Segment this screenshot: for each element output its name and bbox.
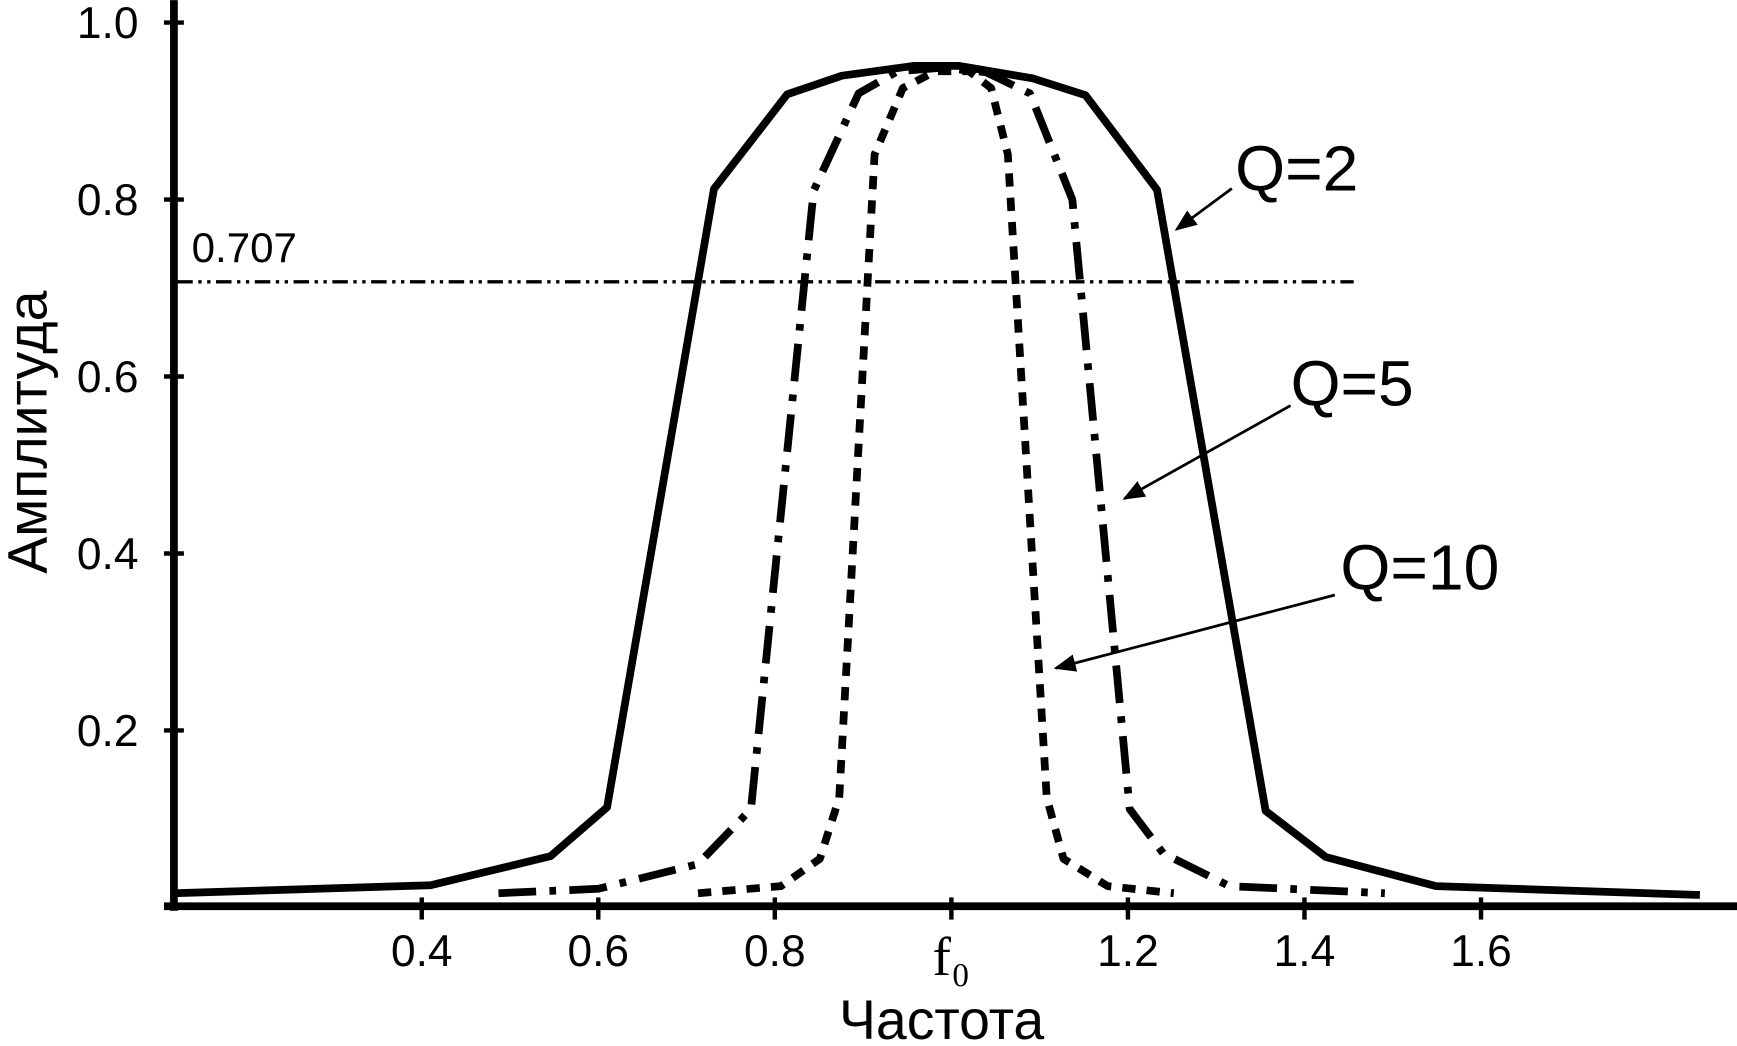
annotation-arrow [1174,187,1233,231]
x-axis-label: Частота [839,989,1044,1046]
annotation-arrow [1122,404,1292,500]
x-tick-label: 0.8 [744,927,806,976]
series-line [173,62,1701,899]
x-tick-label: 0.4 [391,927,453,976]
series-label: Q=2 [1235,133,1358,205]
y-tick-label: 0.6 [77,353,139,402]
x-tick-label: 1.2 [1097,927,1159,976]
x-tick-label: f₀ [933,926,971,987]
y-axis-label: Амплитуда [0,290,59,573]
x-tick-label: 1.6 [1450,927,1512,976]
x-tick-label: 1.4 [1274,927,1336,976]
annotation-arrow [1053,593,1336,672]
x-tick-label: 0.6 [567,927,629,976]
series-label: Q=10 [1340,531,1499,603]
series-label: Q=5 [1291,348,1414,420]
y-tick-label: 0.2 [77,707,139,756]
reference-label: 0.707 [192,224,297,271]
y-tick-label: 1.0 [77,0,139,48]
y-tick-label: 0.4 [77,530,139,579]
y-tick-label: 0.8 [77,176,139,225]
